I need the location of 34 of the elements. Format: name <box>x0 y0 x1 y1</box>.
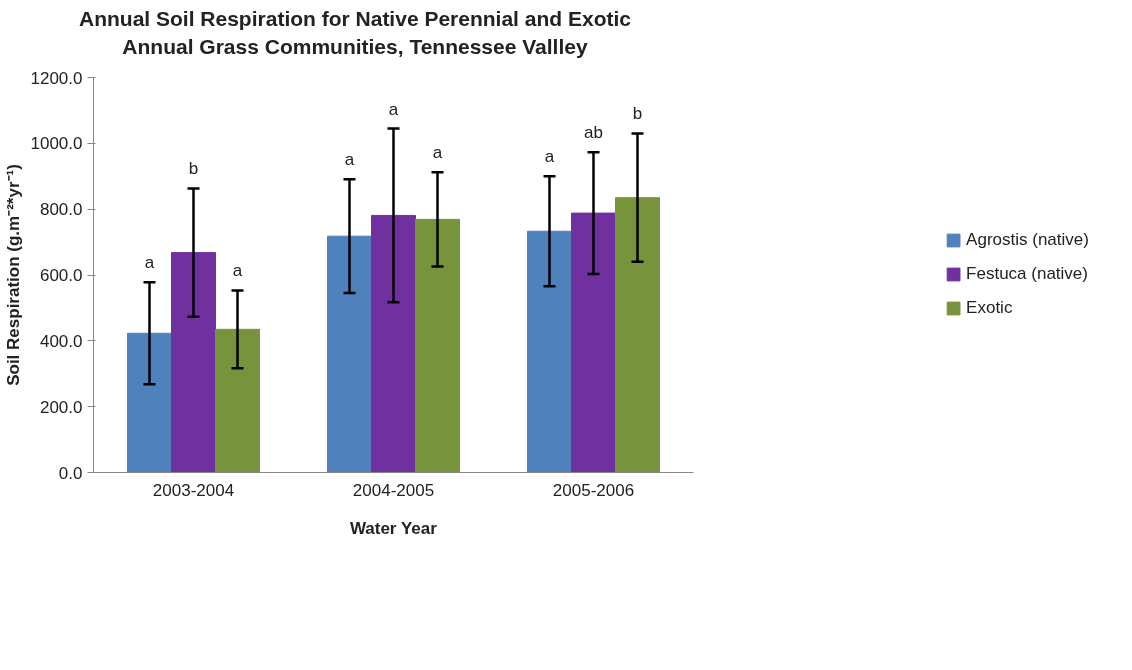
x-axis-title: Water Year <box>349 518 438 538</box>
y-tick-label: 400.0 <box>39 331 83 351</box>
annotation: a <box>432 142 443 162</box>
y-axis-title: Soil Respiration (g.m⁻²*yr⁻¹) <box>3 163 23 386</box>
annotation: a <box>544 146 555 166</box>
x-tick-label: 2004-2005 <box>352 480 435 500</box>
y-tick-label: 1000.0 <box>30 134 83 154</box>
bar <box>171 251 216 473</box>
annotation: ab <box>584 122 603 142</box>
annotation: b <box>632 104 643 124</box>
bar <box>615 196 660 473</box>
y-tick-label: 1200.0 <box>30 68 83 88</box>
bar <box>371 214 416 473</box>
legend-label: Exotic <box>966 298 1013 319</box>
x-tick-label: 2005-2006 <box>552 480 635 500</box>
x-tick-label: 2003-2004 <box>152 480 235 500</box>
annotation: a <box>344 149 355 169</box>
y-tick-label: 800.0 <box>39 199 83 219</box>
bar <box>215 328 260 473</box>
y-tick-label: 200.0 <box>39 397 83 417</box>
y-tick-label: 600.0 <box>39 265 83 285</box>
y-tick-label: 0.0 <box>58 463 83 483</box>
legend-label: Agrostis (native) <box>966 230 1089 251</box>
annotation: a <box>232 261 243 281</box>
annotation: a <box>144 252 155 272</box>
bar <box>571 212 616 473</box>
bar <box>415 218 460 473</box>
bar <box>327 235 372 473</box>
chart-title: Annual Soil Respiration for Native Perennial and Exotic Annual Grass Communities, Tennessee Vallley <box>79 6 631 61</box>
legend-label: Festuca (native) <box>966 264 1088 285</box>
bar <box>527 230 572 473</box>
bar <box>127 332 172 473</box>
annotation: a <box>388 99 399 119</box>
annotation: b <box>188 159 199 179</box>
